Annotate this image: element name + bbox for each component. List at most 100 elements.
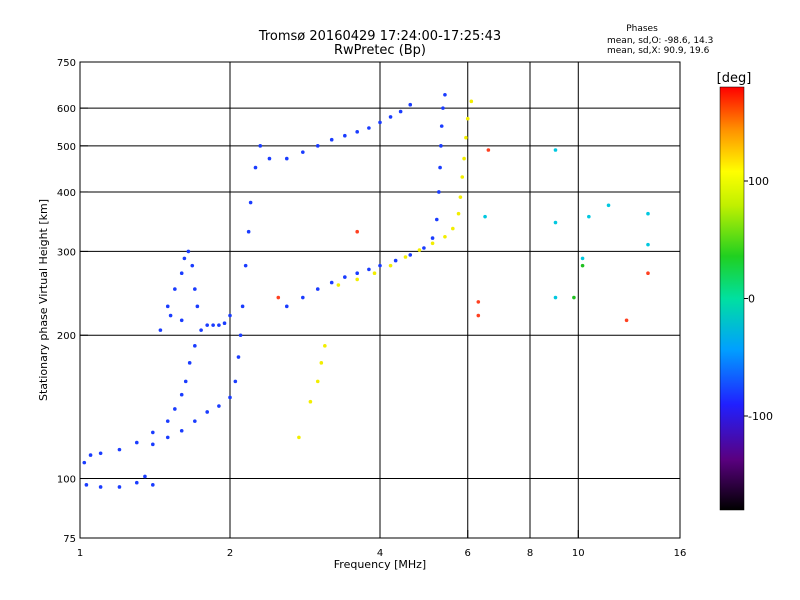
- data-point: [439, 144, 443, 148]
- data-point: [434, 217, 439, 222]
- data-point: [329, 280, 334, 285]
- data-point: [580, 256, 585, 261]
- data-point: [646, 242, 650, 247]
- data-point: [179, 271, 184, 276]
- data-point: [378, 120, 382, 125]
- data-point: [228, 313, 232, 318]
- x-tick-label: 2: [227, 548, 233, 559]
- data-point: [134, 480, 139, 485]
- y-tick-label: 300: [57, 247, 76, 258]
- data-point: [205, 323, 209, 327]
- data-point: [486, 148, 491, 152]
- data-point: [187, 361, 192, 365]
- data-point: [248, 200, 253, 205]
- data-point: [476, 300, 481, 304]
- data-point: [483, 214, 487, 219]
- colorbar-tick-label: -100: [748, 410, 773, 423]
- y-tick-label: 750: [57, 58, 76, 69]
- data-point: [222, 321, 227, 325]
- data-point: [367, 267, 371, 272]
- data-point: [179, 318, 184, 323]
- data-point: [238, 333, 243, 338]
- data-point: [443, 234, 447, 239]
- x-tick-label: 16: [674, 548, 687, 559]
- data-point: [186, 249, 191, 254]
- data-point: [315, 379, 320, 384]
- data-point: [88, 453, 93, 457]
- data-point: [393, 258, 398, 263]
- data-point: [355, 130, 359, 134]
- data-point: [117, 447, 122, 452]
- stats-o-mode: mean, sd,O: -98.6, 14.3: [607, 36, 713, 46]
- data-point: [233, 379, 238, 384]
- data-point: [165, 304, 170, 309]
- data-point: [315, 287, 320, 291]
- data-point: [253, 165, 258, 170]
- data-point: [388, 263, 393, 268]
- data-point: [165, 419, 170, 423]
- data-point: [151, 442, 155, 447]
- data-point: [476, 313, 481, 318]
- data-point: [323, 344, 327, 348]
- y-tick-label: 100: [57, 475, 76, 486]
- y-tick-label: 600: [57, 104, 76, 115]
- data-point: [173, 287, 177, 291]
- data-point: [182, 256, 187, 261]
- data-point: [403, 255, 408, 259]
- y-tick-label: 500: [57, 142, 76, 153]
- x-tick-label: 6: [465, 548, 471, 559]
- y-tick-label: 75: [63, 534, 76, 545]
- data-point: [183, 379, 188, 384]
- data-point: [193, 287, 197, 291]
- data-point: [297, 435, 301, 440]
- data-point: [173, 407, 177, 411]
- data-point: [179, 392, 184, 397]
- plot-area: 1 2 4 6 8 10 16 75 100 200 300 400 500 600 750: [57, 58, 686, 559]
- colorbar-tick-label: 100: [748, 175, 769, 188]
- x-axis-label: Frequency [MHz]: [334, 558, 426, 571]
- data-point: [372, 271, 377, 276]
- data-point: [587, 214, 591, 219]
- data-point: [84, 483, 89, 487]
- data-point: [388, 115, 393, 119]
- data-point: [98, 451, 103, 456]
- data-point: [378, 263, 382, 268]
- grid-lines: [80, 62, 680, 538]
- data-points: [82, 92, 650, 489]
- data-point: [430, 241, 435, 246]
- x-tick-label: 8: [527, 548, 533, 559]
- data-point: [422, 246, 426, 250]
- y-tick-label: 400: [57, 188, 76, 199]
- data-point: [469, 99, 474, 104]
- data-point: [276, 295, 281, 300]
- data-point: [193, 419, 197, 423]
- data-point: [193, 344, 197, 348]
- data-point: [343, 275, 347, 279]
- data-point: [168, 313, 173, 318]
- data-point: [258, 144, 263, 148]
- stats-x-mode: mean, sd,X: 90.9, 19.6: [607, 46, 710, 56]
- data-point: [438, 165, 442, 170]
- data-point: [408, 253, 413, 257]
- data-point: [179, 428, 184, 433]
- data-point: [451, 226, 455, 231]
- data-point: [398, 109, 403, 114]
- chart-title-line2: RwPretec (Bp): [334, 43, 426, 58]
- data-point: [464, 135, 468, 140]
- x-tick-label: 10: [572, 548, 585, 559]
- data-point: [134, 440, 139, 445]
- data-point: [460, 175, 465, 179]
- colorbar-gradient: [719, 86, 745, 511]
- data-point: [441, 106, 445, 110]
- data-point: [646, 271, 650, 276]
- data-point: [308, 399, 313, 404]
- x-tick-label: 4: [377, 548, 383, 559]
- data-point: [199, 328, 203, 332]
- colorbar-ticks: 100 0 -100: [744, 175, 773, 423]
- data-point: [240, 304, 245, 309]
- data-point: [355, 277, 359, 282]
- data-point: [430, 236, 435, 240]
- data-point: [437, 190, 441, 194]
- data-point: [205, 410, 209, 414]
- data-point: [143, 474, 147, 479]
